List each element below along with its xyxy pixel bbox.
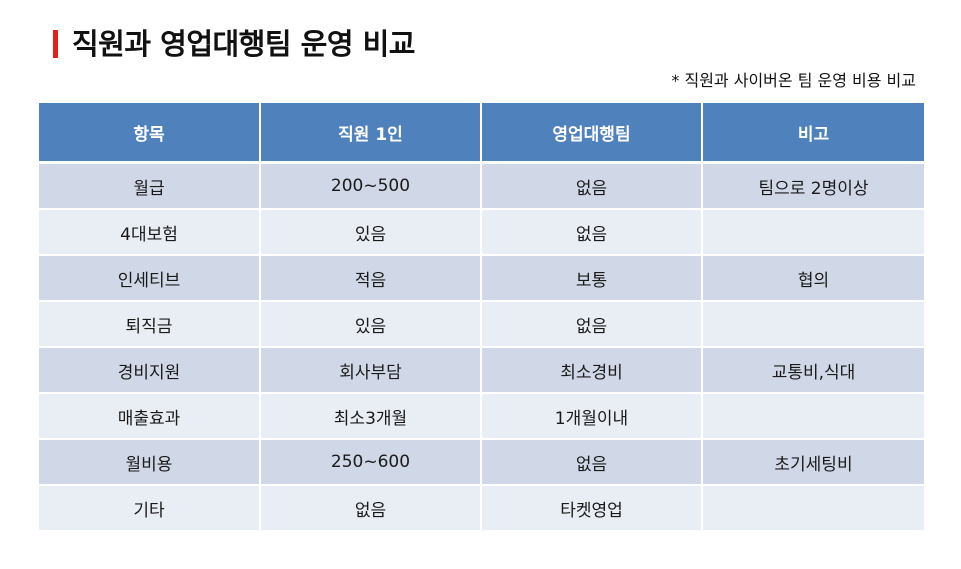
table-cell: 1개월이내 (481, 393, 703, 440)
table-cell (702, 485, 924, 532)
table-cell: 초기세팅비 (702, 439, 924, 486)
table-cell: 보통 (481, 255, 703, 302)
table-cell: 매출효과 (39, 393, 261, 440)
table-cell: 인세티브 (39, 255, 261, 302)
table-cell: 최소3개월 (260, 393, 482, 440)
table-cell: 200~500 (260, 162, 482, 210)
table-cell: 적음 (260, 255, 482, 302)
table-cell: 없음 (481, 439, 703, 486)
table-row: 월비용 250~600 없음 초기세팅비 (39, 439, 924, 486)
table-cell: 없음 (481, 301, 703, 348)
comparison-table: 항목 직원 1인 영업대행팀 비고 월급 200~500 없음 팀으로 2명이상… (39, 103, 924, 532)
table-row: 퇴직금 있음 없음 (39, 301, 924, 348)
table-cell: 협의 (702, 255, 924, 302)
table-cell: 경비지원 (39, 347, 261, 394)
table-row: 인세티브 적음 보통 협의 (39, 255, 924, 302)
header-item: 항목 (39, 103, 261, 164)
table-header-row: 항목 직원 1인 영업대행팀 비고 (39, 103, 924, 164)
page-title: 직원과 영업대행팀 운영 비교 (72, 27, 415, 61)
table-cell: 월급 (39, 162, 261, 210)
table-cell: 타켓영업 (481, 485, 703, 532)
table-cell (702, 209, 924, 256)
subtitle-note: * 직원과 사이버온 팀 운영 비용 비교 (671, 71, 916, 90)
header-employee: 직원 1인 (260, 103, 482, 164)
table-cell: 없음 (481, 162, 703, 210)
table-cell: 팀으로 2명이상 (702, 162, 924, 210)
table-row: 4대보험 있음 없음 (39, 209, 924, 256)
table-cell: 250~600 (260, 439, 482, 486)
table-cell (702, 301, 924, 348)
table-row: 경비지원 회사부담 최소경비 교통비,식대 (39, 347, 924, 394)
table-cell: 회사부담 (260, 347, 482, 394)
header-sales-agency: 영업대행팀 (481, 103, 703, 164)
table-cell: 기타 (39, 485, 261, 532)
table-cell (702, 393, 924, 440)
table-cell: 퇴직금 (39, 301, 261, 348)
header-remarks: 비고 (702, 103, 924, 164)
table-cell: 없음 (260, 485, 482, 532)
table-cell: 있음 (260, 301, 482, 348)
title-accent-bar (53, 30, 58, 58)
table-cell: 최소경비 (481, 347, 703, 394)
table-cell: 월비용 (39, 439, 261, 486)
table-cell: 교통비,식대 (702, 347, 924, 394)
table-cell: 있음 (260, 209, 482, 256)
table-row: 기타 없음 타켓영업 (39, 485, 924, 532)
table-row: 매출효과 최소3개월 1개월이내 (39, 393, 924, 440)
table-row: 월급 200~500 없음 팀으로 2명이상 (39, 162, 924, 210)
table-cell: 없음 (481, 209, 703, 256)
table-cell: 4대보험 (39, 209, 261, 256)
